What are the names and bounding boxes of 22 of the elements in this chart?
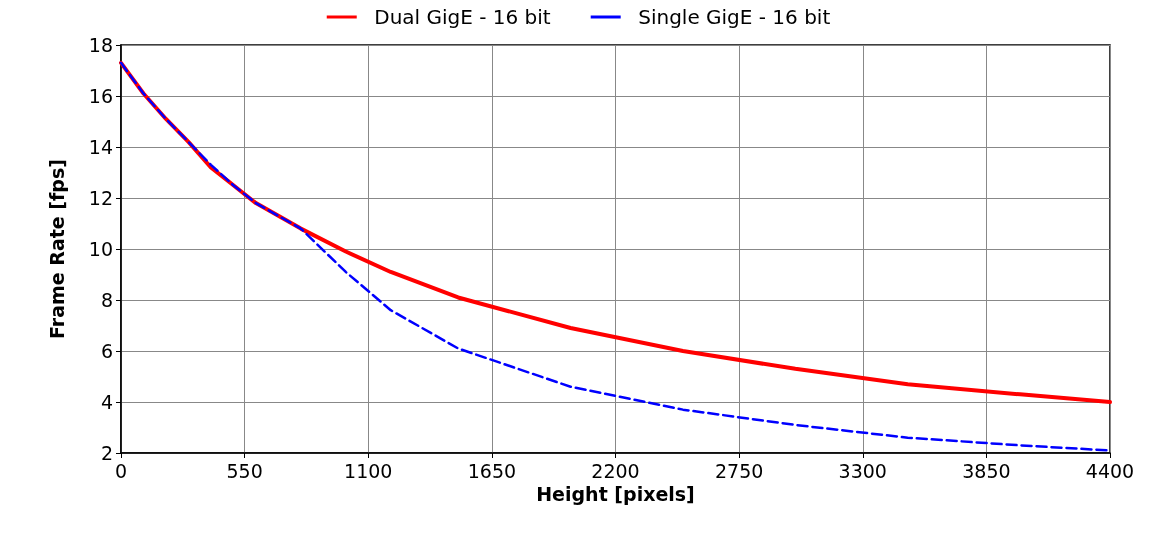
y-tick-label: 4: [100, 391, 113, 413]
legend-label: Single GigE - 16 bit: [638, 5, 831, 29]
x-tick-label: 2200: [591, 459, 640, 482]
y-tick-label: 16: [88, 85, 113, 107]
x-tick-label: 1100: [344, 459, 393, 482]
y-tick-label: 8: [100, 289, 113, 311]
x-tick-label: 3850: [962, 459, 1011, 482]
y-tick-label: 6: [100, 340, 113, 362]
y-axis-title: Frame Rate [fps]: [45, 159, 68, 339]
x-axis-title: Height [pixels]: [536, 483, 695, 506]
x-tick-label: 550: [226, 459, 263, 482]
x-tick-label: 3300: [838, 459, 887, 482]
y-tick-label: 12: [88, 187, 113, 209]
y-tick-label: 10: [88, 238, 113, 260]
y-tick-label: 14: [88, 136, 113, 158]
x-tick-label: 2750: [714, 459, 764, 482]
y-tick-label: 2: [100, 442, 113, 464]
x-tick-label: 4400: [1085, 459, 1135, 482]
x-tick-label: 1650: [467, 459, 517, 482]
y-tick-label: 18: [88, 34, 113, 56]
legend-label: Dual GigE - 16 bit: [374, 5, 551, 29]
x-tick-label: 0: [114, 459, 128, 482]
